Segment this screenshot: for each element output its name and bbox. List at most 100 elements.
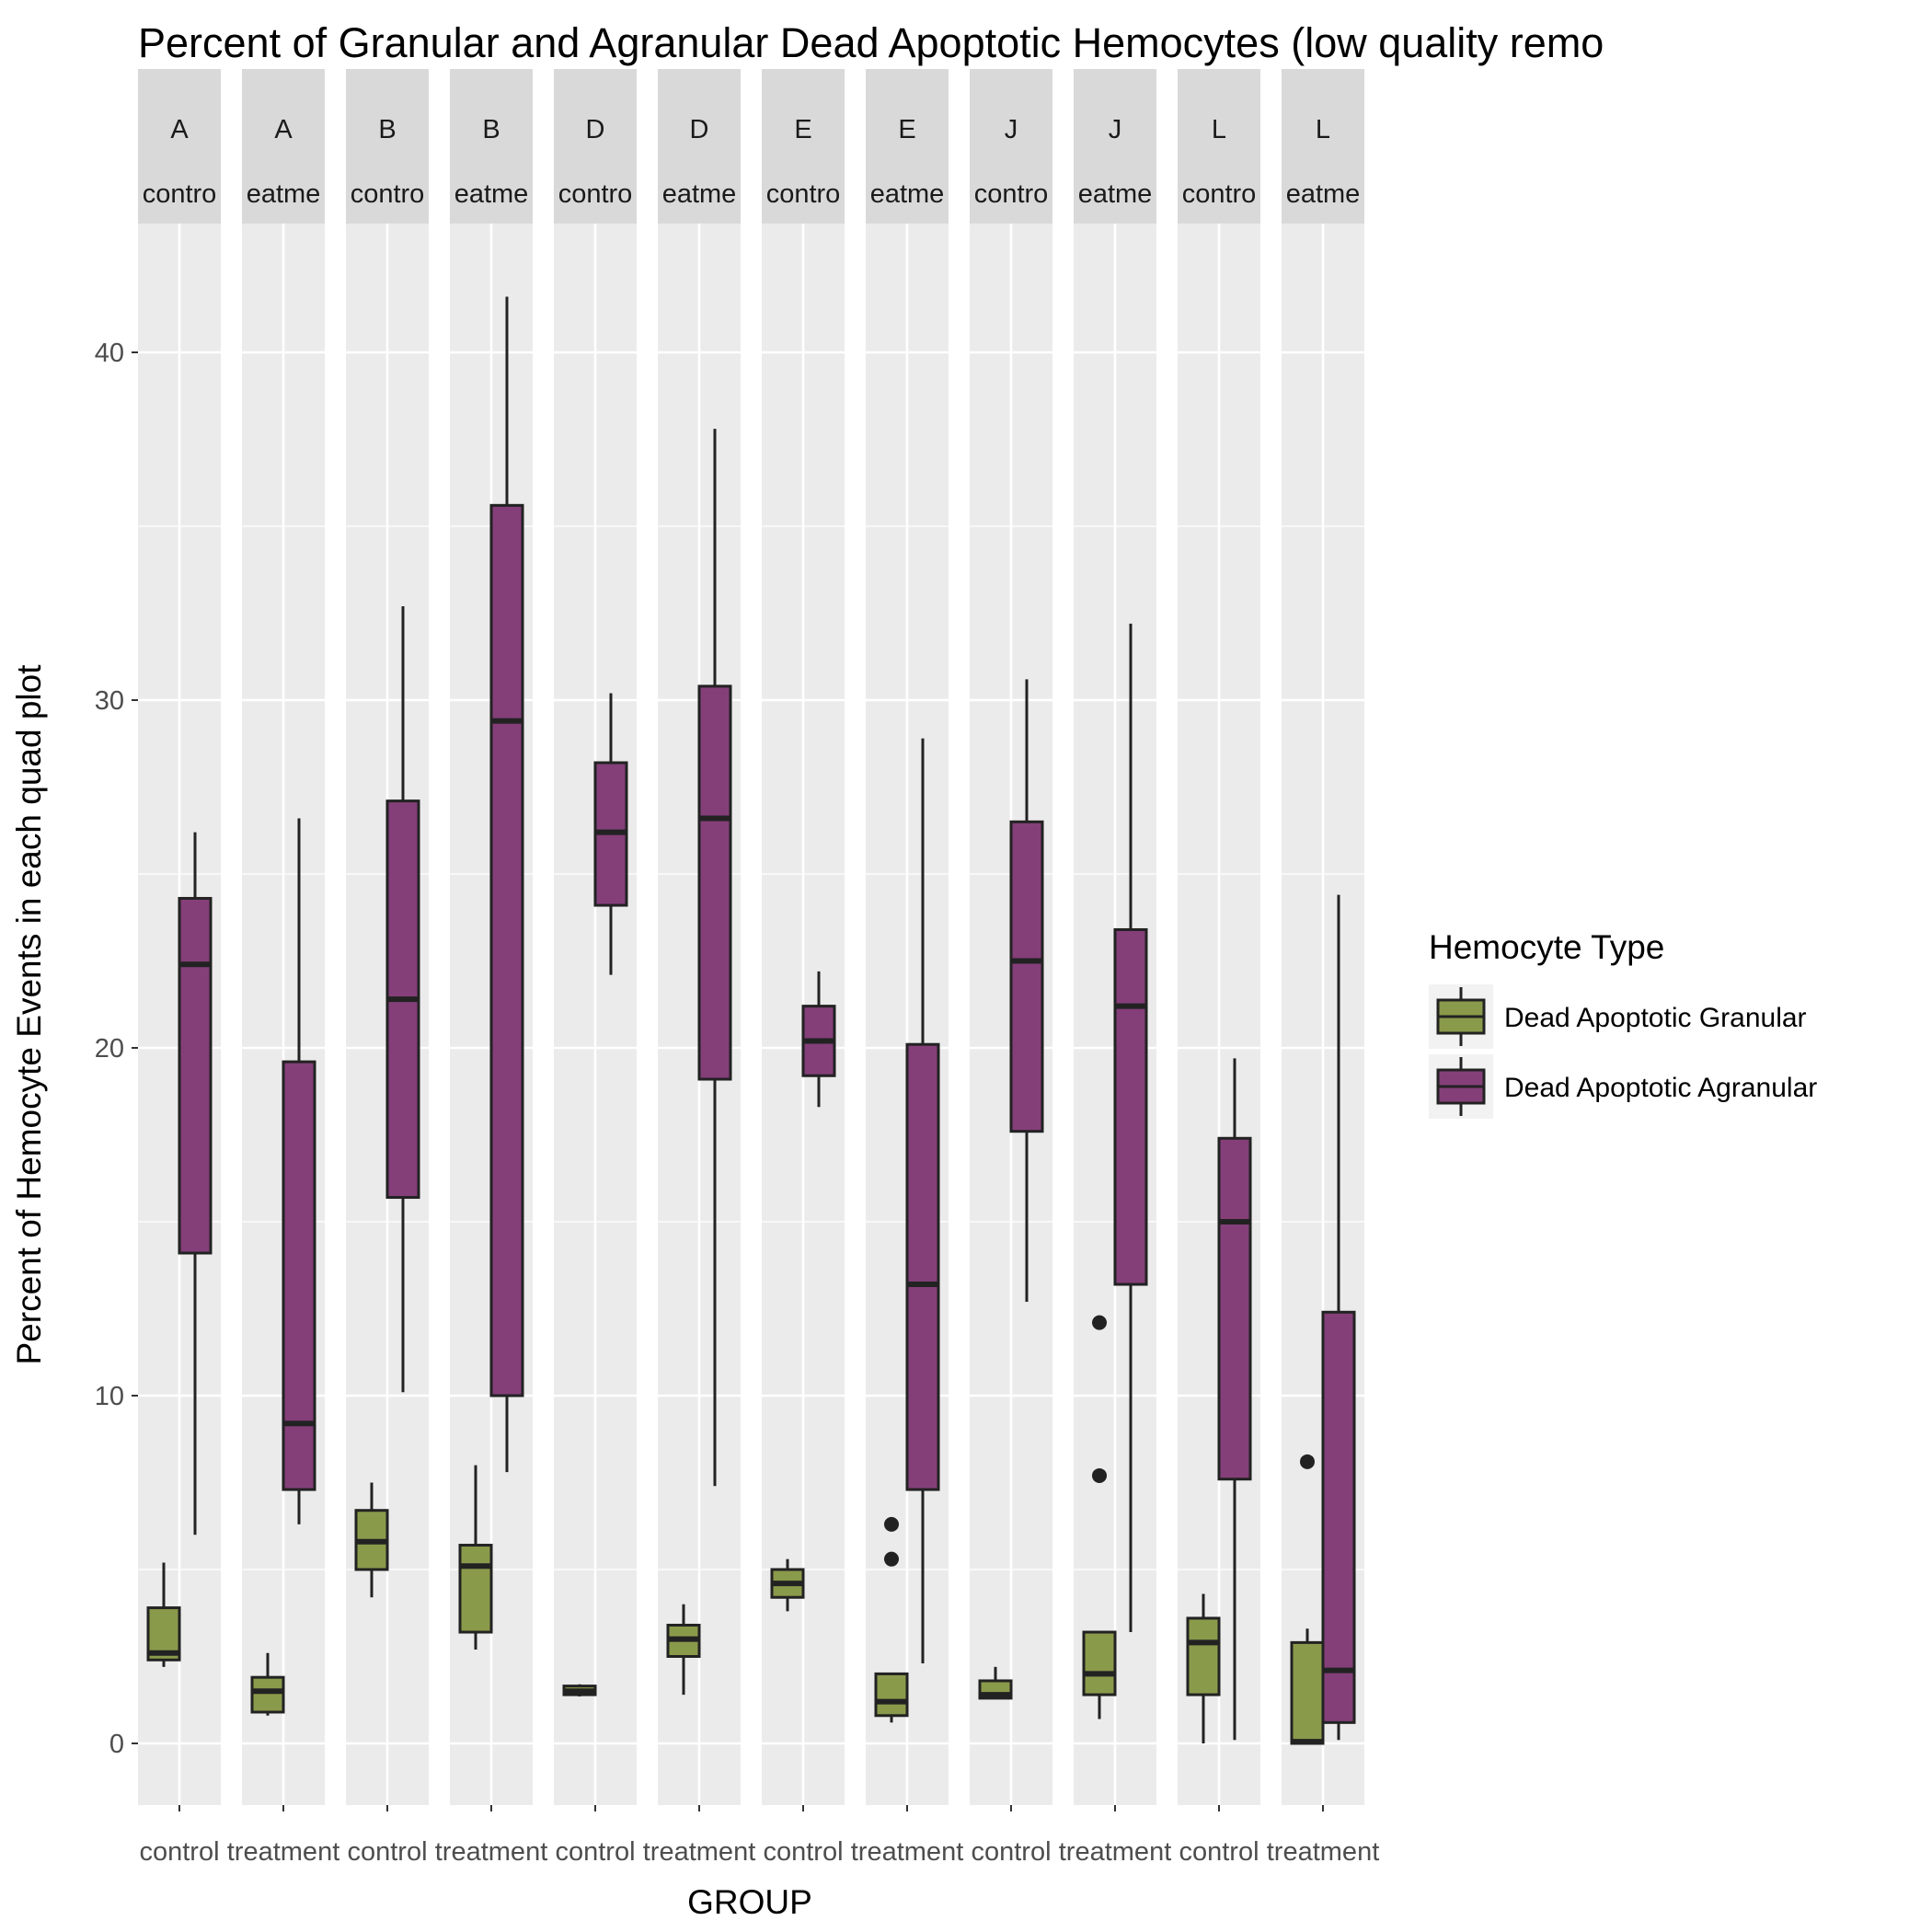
chart-title: Percent of Granular and Agranular Dead A… [138,19,1604,66]
box-body [1082,1630,1117,1696]
x-tick-label: control [763,1837,843,1867]
facet-strip-group: eatme [1286,179,1361,209]
facet-strip-site: J [1005,115,1018,144]
x-tick-label: control [555,1837,635,1867]
box-body [1321,1310,1356,1724]
legend-label: Dead Apoptotic Granular [1504,1003,1807,1033]
box-granular [1290,1454,1325,1745]
x-tick-label: control [347,1837,427,1867]
legend-item: Dead Apoptotic Granular [1429,984,1807,1049]
box-body [1217,1136,1252,1481]
facet-strip [1178,69,1260,224]
facet-strip-group: eatme [662,179,737,209]
box-granular [666,1604,701,1696]
box-agranular [1009,679,1044,1302]
box-body [1113,927,1148,1286]
box-outlier-point [884,1551,899,1567]
facet-strip-group: contro [351,179,425,209]
box-granular [978,1666,1013,1700]
facet-strip-site: D [690,115,709,144]
facet-strip [346,69,429,224]
facet-strip-group: contro [558,179,633,209]
legend-item: Dead Apoptotic Agranular [1429,1054,1817,1119]
x-tick-label: control [971,1837,1051,1867]
box-agranular [385,605,420,1393]
facet-strip-site: A [274,115,293,144]
box-body [282,1060,316,1491]
box-body [250,1675,285,1714]
box-agranular [178,832,213,1535]
box-agranular [489,296,524,1473]
facet-strip [658,69,741,224]
box-granular [770,1558,805,1612]
facet-strip [866,69,949,224]
box-agranular [905,738,940,1664]
x-axis-title: GROUP [687,1883,812,1921]
box-agranular [1113,623,1148,1633]
x-tick-label: treatment [851,1837,964,1867]
facet-strip-site: B [378,115,396,144]
facet-strip-group: eatme [454,179,529,209]
box-granular [146,1562,181,1667]
y-tick-label: 30 [95,686,124,716]
facet-strip-group: eatme [870,179,945,209]
box-granular [354,1482,389,1598]
facet-strip-site: E [794,115,811,144]
box-body [874,1672,909,1718]
facet-strip-site: D [586,115,605,144]
facet-strip [1282,69,1364,224]
box-body [905,1042,940,1491]
facet-strip-site: B [482,115,500,144]
facet-strip [554,69,637,224]
box-granular [1186,1593,1221,1743]
box-agranular [1217,1058,1252,1741]
box-agranular [1321,894,1356,1741]
facet-strip-site: L [1212,115,1226,144]
box-granular [1082,1315,1117,1719]
box-body [1009,820,1044,1133]
box-outlier-point [1092,1467,1107,1483]
box-granular [250,1652,285,1716]
box-agranular [282,818,316,1524]
facet-strip-site: E [898,115,915,144]
legend-items: Dead Apoptotic Granular Dead Apoptotic Ag… [1429,984,1817,1119]
facet-strip [1074,69,1156,224]
x-tick-label: treatment [227,1837,340,1867]
x-tick-label: treatment [435,1837,548,1867]
box-body [489,503,524,1397]
y-tick-label: 0 [109,1730,124,1759]
facet-strip-group: contro [974,179,1049,209]
legend-title: Hemocyte Type [1429,928,1664,966]
box-body [1290,1640,1325,1745]
x-tick-label: treatment [1267,1837,1380,1867]
facet-strip-site: J [1109,115,1122,144]
facet-strip [242,69,325,224]
facet-strip-site: A [170,115,189,144]
facet-strip-group: eatme [247,179,321,209]
box-granular [458,1465,493,1650]
box-outlier-point [1092,1315,1107,1330]
box-agranular [697,429,732,1487]
box-granular [562,1684,597,1696]
box-outlier-point [884,1516,899,1532]
facet-strip-group: contro [143,179,217,209]
facet-strip [138,69,221,224]
y-axis: 0 10 20 30 40 [95,339,138,1759]
facet-strip [762,69,845,224]
x-tick-label: control [139,1837,219,1867]
box-body [1186,1616,1221,1696]
facet-strip [450,69,533,224]
box-agranular [801,971,836,1108]
